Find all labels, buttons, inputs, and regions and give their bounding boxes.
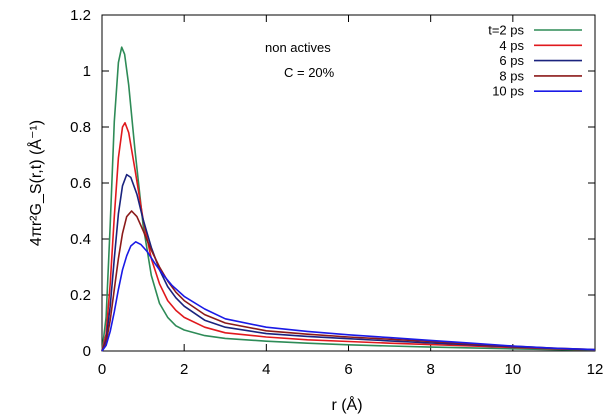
annotation-concentration: C = 20% (284, 65, 335, 80)
legend-label: 6 ps (499, 53, 524, 68)
y-axis-label-text: 4πr²G_S(r,t) (Å⁻¹) (26, 120, 45, 246)
legend-label: 10 ps (492, 84, 524, 99)
y-axis-label: 4πr²G_S(r,t) (Å⁻¹) (26, 120, 45, 246)
x-tick-label: 6 (344, 361, 352, 378)
x-tick-label: 12 (587, 361, 604, 378)
annotation-non-actives: non actives (265, 40, 331, 55)
legend-label: 8 ps (499, 68, 524, 83)
series-line (101, 122, 596, 352)
x-tick-label: 8 (426, 361, 434, 378)
series-group (101, 46, 596, 352)
y-tick-label: 0.4 (70, 231, 91, 248)
y-tick-label: 1.2 (70, 7, 91, 24)
x-tick-label: 0 (98, 361, 106, 378)
y-tick-label: 0.8 (70, 119, 91, 136)
y-tick-label: 0.2 (70, 287, 91, 304)
y-tick-label: 1 (83, 63, 91, 80)
x-tick-label: 2 (180, 361, 188, 378)
x-tick-label: 10 (504, 361, 521, 378)
legend-label: 4 ps (499, 38, 524, 53)
series-line (101, 173, 596, 352)
legend-label: t=2 ps (488, 23, 524, 38)
x-axis-label: r (Å) (331, 395, 362, 414)
series-line (101, 46, 596, 352)
x-tick-label: 4 (262, 361, 270, 378)
series-line (101, 210, 596, 352)
y-tick-label: 0.6 (70, 175, 91, 192)
axis-ticks: 0 2 4 6 8 10 12 0 0.2 0.4 0.6 0.8 1 1.2 (70, 7, 603, 378)
y-tick-label: 0 (83, 343, 91, 360)
series-line (101, 241, 596, 352)
x-axis-label-text: r (Å) (331, 395, 362, 414)
